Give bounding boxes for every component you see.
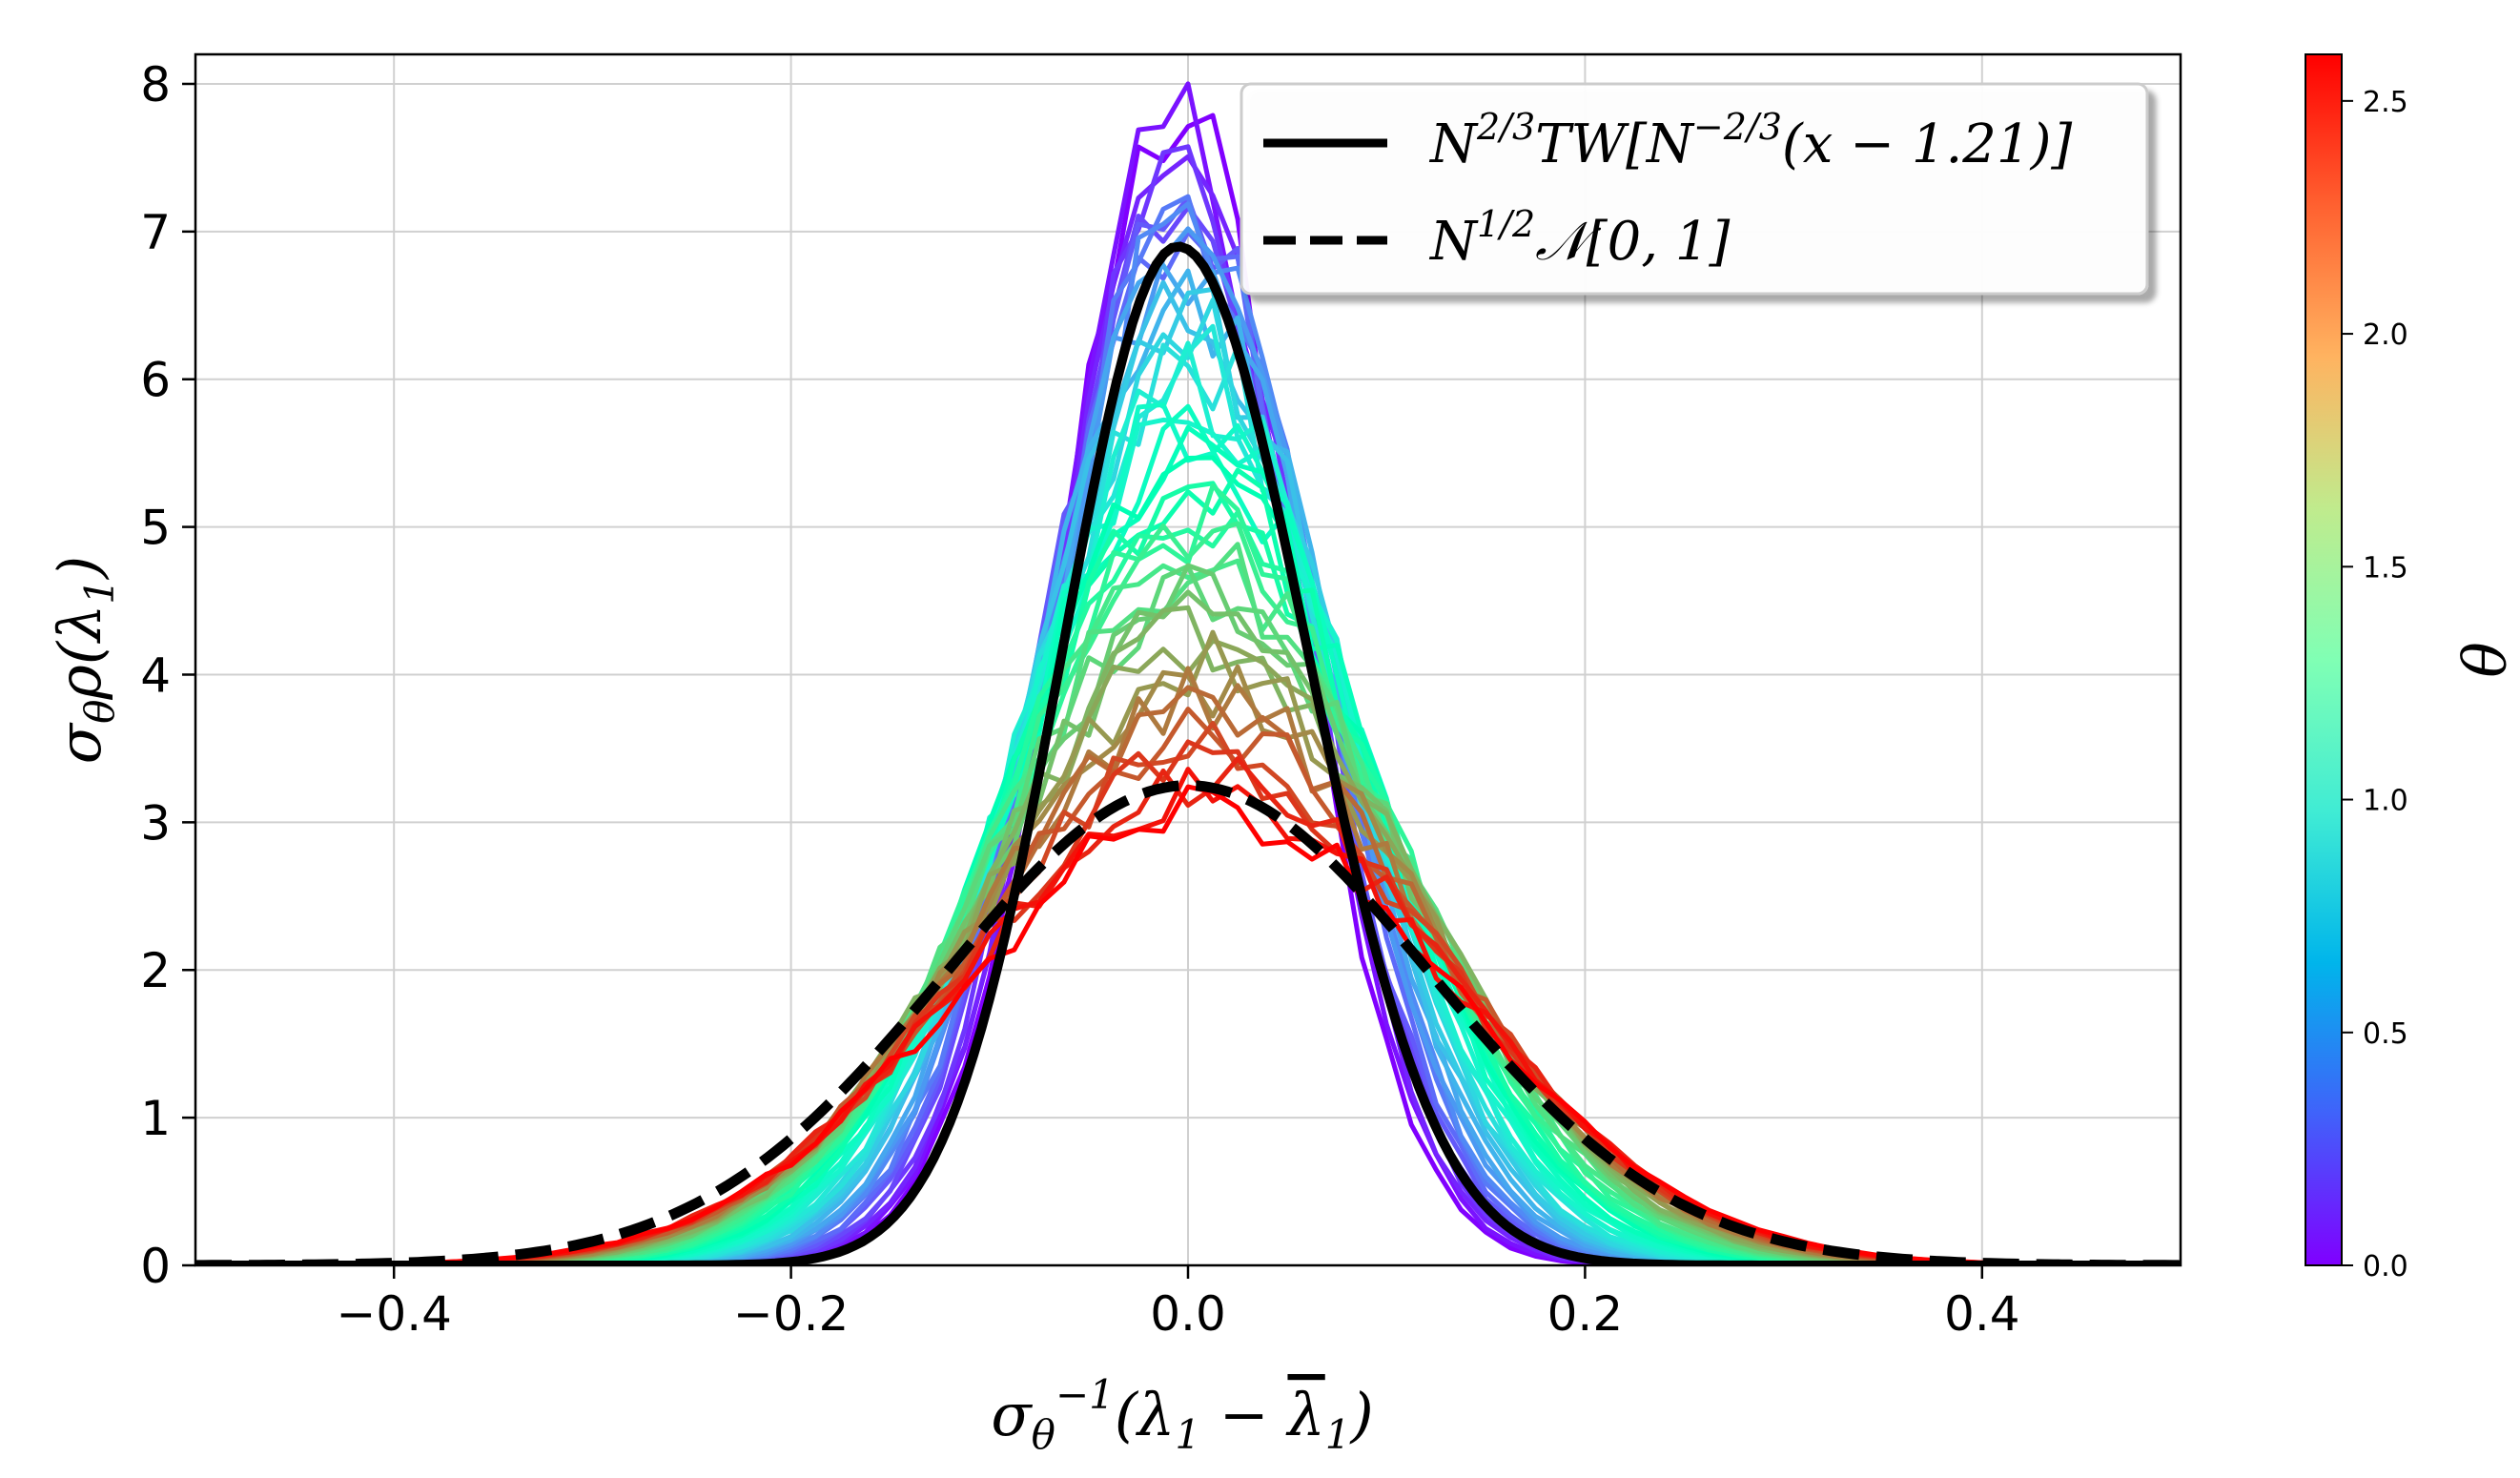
- tracy-widom-curve: [195, 241, 2181, 1265]
- legend-label-normal: N1/2𝒩[0, 1]: [1428, 203, 1731, 273]
- y-tick-label: 5: [140, 501, 171, 556]
- x-tick-label: −0.4: [336, 1286, 451, 1342]
- colorbar-label: θ: [2450, 642, 2520, 677]
- colorbar-tick-label: 0.5: [2363, 1017, 2408, 1051]
- empirical-curve: [195, 144, 2181, 1265]
- y-tick-label: 3: [140, 795, 171, 851]
- colorbar-tick-label: 2.0: [2363, 318, 2408, 352]
- colorbar-ticks: 0.0 0.5 1.0 1.5 2.0 2.5: [2342, 86, 2408, 1283]
- y-axis-title: σθρ(λ1): [45, 556, 123, 765]
- y-tick-label: 6: [140, 353, 171, 408]
- colorbar-tick-label: 0.0: [2363, 1250, 2408, 1283]
- y-tick-label: 1: [140, 1091, 171, 1146]
- colorbar-tick-label: 1.0: [2363, 785, 2408, 818]
- empirical-curve: [195, 81, 2181, 1265]
- normal-curve: [195, 780, 2181, 1265]
- colorbar-gradient: [2305, 53, 2343, 1266]
- legend-box: [1240, 82, 2149, 296]
- legend: N2/3TW[N−2/3(x − 1.21)] N1/2𝒩[0, 1]: [1240, 82, 2149, 296]
- y-tick-label: 0: [140, 1239, 171, 1294]
- empirical-curve: [195, 154, 2181, 1265]
- empirical-curve: [195, 226, 2181, 1265]
- x-tick-label: 0.4: [1944, 1286, 2020, 1342]
- empirical-curve: [195, 201, 2181, 1265]
- colorbar: 0.0 0.5 1.0 1.5 2.0 2.5 θ: [2305, 53, 2520, 1283]
- empirical-curve: [195, 113, 2181, 1265]
- empirical-curve: [195, 194, 2181, 1265]
- legend-label-tw: N2/3TW[N−2/3(x − 1.21)]: [1428, 106, 2072, 175]
- y-tick-label: 4: [140, 647, 171, 703]
- y-tick-label: 7: [140, 205, 171, 260]
- x-tick-label: 0.0: [1150, 1286, 1226, 1342]
- x-tick-label: 0.2: [1547, 1286, 1624, 1342]
- y-tick-label: 8: [140, 57, 171, 113]
- colorbar-tick-label: 2.5: [2363, 86, 2408, 119]
- y-tick-label: 2: [140, 943, 171, 998]
- x-axis-ticks: −0.4 −0.2 0.0 0.2 0.4: [336, 1265, 2020, 1342]
- x-axis-title: σθ−1(λ1 − λ1): [991, 1371, 1373, 1458]
- x-tick-label: −0.2: [733, 1286, 849, 1342]
- colorbar-tick-label: 1.5: [2363, 551, 2408, 585]
- reference-curves: [195, 241, 2181, 1265]
- y-axis-ticks: 0 1 2 3 4 5 6 7 8: [140, 57, 195, 1294]
